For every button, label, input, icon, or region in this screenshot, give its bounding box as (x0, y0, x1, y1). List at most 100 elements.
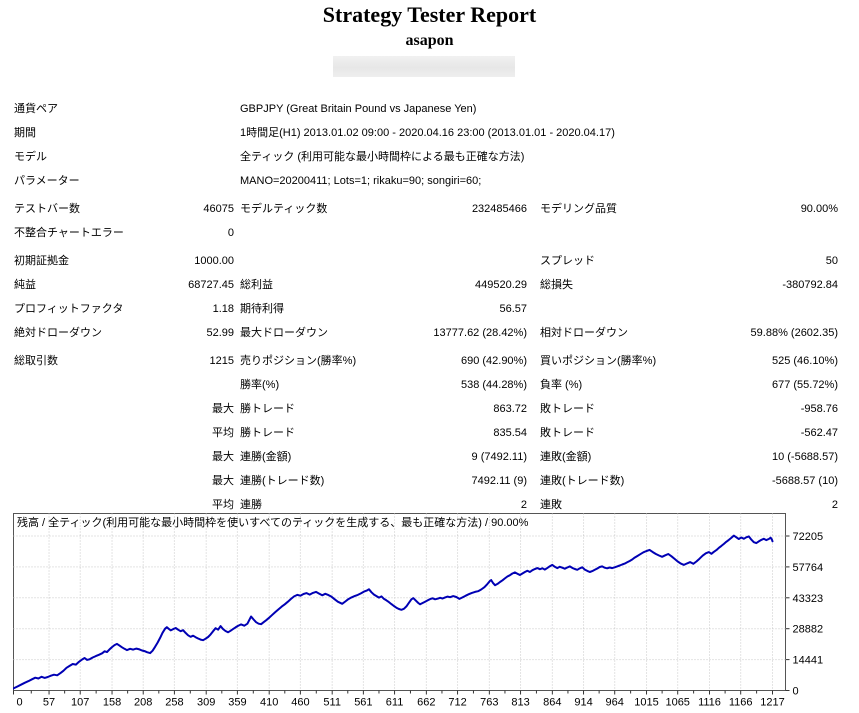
balance-chart-svg: 0 14441 28882 43323 57764 72205 0 57 107 158 208 25… (13, 513, 824, 709)
stat-value: 2 (831, 499, 838, 511)
info-value: MANO=20200411; Lots=1; rikaku=90; songir… (240, 175, 482, 187)
balance-line (13, 534, 774, 690)
stat-label (240, 221, 420, 245)
stat-label: プロフィットファクタ (14, 303, 124, 315)
report-info-rows: 通貨ペア GBPJPY (Great Britain Pound vs Japan… (14, 97, 838, 193)
y-axis-label: 72205 (793, 531, 824, 543)
table-row: 平均 連勝 2 連敗 2 (14, 493, 838, 517)
x-axis-label: 964 (606, 697, 624, 709)
y-axis-label: 57764 (793, 562, 824, 574)
column-gap (527, 397, 540, 421)
x-axis-label: 662 (417, 697, 435, 709)
table-row: 不整合チャートエラー 0 (14, 221, 838, 245)
x-axis-label: 0 (17, 697, 23, 709)
column-gap (527, 445, 540, 469)
x-axis-label: 864 (543, 697, 561, 709)
x-axis-label: 1116 (698, 697, 721, 709)
stat-value: -562.47 (800, 427, 838, 439)
info-value: GBPJPY (Great Britain Pound vs Japanese … (240, 103, 477, 115)
stat-value: 59.88% (2602.35) (750, 327, 838, 339)
stat-value: 9 (7492.11) (471, 451, 527, 463)
info-label: 通貨ペア (14, 103, 58, 115)
x-axis-label: 813 (511, 697, 529, 709)
x-axis-label: 763 (480, 697, 498, 709)
stat-value: -5688.57 (10) (771, 475, 838, 487)
table-row: 最大 勝トレード 863.72 敗トレード -958.76 (14, 397, 838, 421)
stat-value: 10 (-5688.57) (771, 451, 838, 463)
table-row: 最大 連勝(金額) 9 (7492.11) 連敗(金額) 10 (-5688.57) (14, 445, 838, 469)
stat-label: スプレッド (540, 255, 595, 267)
report-title: Strategy Tester Report (322, 2, 537, 27)
stat-label: モデルティック数 (240, 203, 328, 215)
redacted-region (333, 56, 515, 77)
table-row: 勝率(%) 538 (44.28%) 負率 (%) 677 (55.72%) (14, 373, 838, 397)
stat-label: 総取引数 (14, 355, 58, 367)
table-group: 総取引数 1215 売りポジション(勝率%) 690 (42.90%) 買いポジション(… (14, 349, 838, 517)
stat-value: -958.76 (800, 403, 838, 415)
x-axis-label: 914 (574, 697, 592, 709)
column-gap (527, 273, 540, 297)
stat-label: 連敗 (540, 499, 562, 511)
stat-value (730, 297, 838, 321)
stat-value: 1215 (209, 355, 234, 367)
column-gap (527, 321, 540, 345)
stat-label: 連勝(金額) (240, 451, 292, 463)
stat-value (164, 373, 234, 397)
stat-label: 総利益 (240, 279, 273, 291)
table-row: 初期証拠金 1000.00 スプレッド 50 (14, 249, 838, 273)
info-label: 期間 (14, 127, 36, 139)
stat-value: 68727.45 (188, 279, 234, 291)
stat-label: 勝率(%) (240, 379, 280, 391)
report-stat-groups: テストバー数 46075 モデルティック数 232485466 モデリング品質 90.00… (14, 197, 838, 517)
stat-value (420, 221, 527, 245)
stat-value: 2 (520, 499, 527, 511)
x-axis-label: 158 (103, 697, 121, 709)
stat-label (240, 249, 420, 273)
x-axis-label: 208 (134, 697, 152, 709)
stat-label: 純益 (14, 279, 36, 291)
x-axis-label: 611 (386, 697, 404, 709)
stat-label: 不整合チャートエラー (14, 227, 124, 239)
x-axis-label: 258 (165, 697, 183, 709)
stat-label: 初期証拠金 (14, 255, 69, 267)
stat-label: 期待利得 (240, 303, 284, 315)
table-row: 期間 1時間足(H1) 2013.01.02 09:00 - 2020.04.16… (14, 121, 838, 145)
x-axis-label: 410 (260, 697, 278, 709)
balance-chart: 0 14441 28882 43323 57764 72205 0 57 107 158 208 25… (13, 513, 859, 713)
stat-value: 56.57 (499, 303, 527, 315)
x-axis-label: 712 (448, 697, 466, 709)
stat-value: 平均 (212, 427, 234, 439)
info-label: パラメーター (14, 175, 80, 187)
x-axis-label: 1217 (760, 697, 784, 709)
column-gap (527, 349, 540, 373)
stat-value: 90.00% (800, 203, 838, 215)
column-gap (527, 249, 540, 273)
stat-value: 52.99 (206, 327, 234, 339)
stat-label (14, 469, 164, 493)
stat-value (420, 249, 527, 273)
stat-value: 最大 (212, 451, 234, 463)
stat-label (540, 297, 730, 321)
stat-label: モデリング品質 (540, 203, 617, 215)
stat-label: 連勝 (240, 499, 262, 511)
x-axis-label: 309 (197, 697, 215, 709)
x-axis-label: 1015 (634, 697, 658, 709)
stat-value: 7492.11 (9) (471, 475, 527, 487)
stat-label: テストバー数 (14, 203, 80, 215)
stat-label: 勝トレード (240, 403, 295, 415)
x-axis-label: 460 (291, 697, 309, 709)
table-row: 総取引数 1215 売りポジション(勝率%) 690 (42.90%) 買いポジション(… (14, 349, 838, 373)
column-gap (527, 197, 540, 221)
stat-value: 1.18 (212, 303, 234, 315)
stat-label (14, 445, 164, 469)
report-subtitle: asapon (405, 32, 454, 49)
stat-value: 0 (227, 227, 234, 239)
stat-value: 677 (55.72%) (771, 379, 838, 391)
stat-value: 最大 (212, 403, 234, 415)
column-gap (527, 469, 540, 493)
y-axis-label: 43323 (793, 593, 824, 605)
table-group: テストバー数 46075 モデルティック数 232485466 モデリング品質 90.00… (14, 197, 838, 245)
table-row: 最大 連勝(トレード数) 7492.11 (9) 連敗(トレード数) -5688.57 … (14, 469, 838, 493)
column-gap (527, 297, 540, 321)
stat-value: 690 (42.90%) (460, 355, 527, 367)
